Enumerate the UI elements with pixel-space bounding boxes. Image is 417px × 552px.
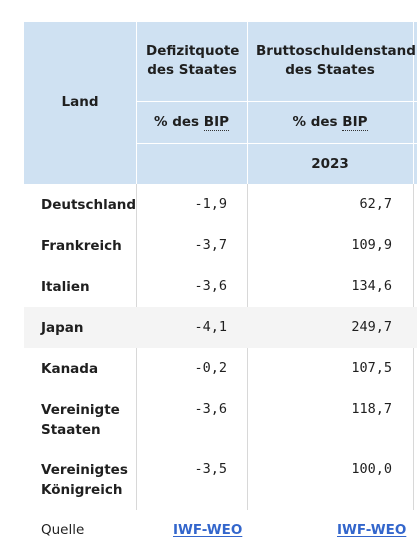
defizit-value: -3,6: [194, 401, 227, 417]
schulden-value: 118,7: [351, 401, 392, 417]
unit-prefix: % des: [153, 114, 200, 130]
defizit-value: -3,5: [194, 461, 227, 477]
defizit-value: -0,2: [194, 360, 227, 376]
source-label: Quelle: [41, 522, 85, 538]
unit-prefix: % des: [292, 114, 338, 130]
defizit-value: -4,1: [194, 319, 227, 335]
unit-schulden: % des BIP: [247, 114, 413, 131]
table-row: Kanada -0,2 107,5: [24, 348, 417, 389]
country-name: Frankreich: [41, 238, 122, 254]
table-row: Italien -3,6 134,6: [24, 266, 417, 307]
schulden-value: 100,0: [351, 461, 392, 477]
table-row: Japan -4,1 249,7: [24, 307, 417, 348]
header-divider: [247, 22, 248, 184]
country-name: Japan: [41, 320, 84, 336]
country-name: Kanada: [41, 361, 99, 377]
unit-abbr-bip[interactable]: BIP: [203, 114, 229, 131]
schulden-value: 134,6: [351, 278, 392, 294]
header-divider: [137, 143, 417, 144]
country-name: Vereinigte Staaten: [41, 402, 120, 438]
schulden-value: 107,5: [351, 360, 392, 376]
defizit-value: -3,7: [194, 237, 227, 253]
schulden-value: 249,7: [351, 319, 392, 335]
source-link-schulden[interactable]: IWF-WEO: [337, 522, 407, 538]
header-divider: [136, 22, 137, 184]
country-name: Italien: [41, 279, 90, 295]
header-divider: [413, 22, 414, 184]
schulden-value: 62,7: [359, 196, 392, 212]
header-defizitquote: Defizitquote des Staates: [146, 43, 240, 78]
table-row: Vereinigte Staaten -3,6 118,7: [24, 389, 417, 450]
country-name: Vereinigtes Königreich: [41, 462, 128, 498]
table-header: [24, 22, 417, 184]
unit-abbr-bip[interactable]: BIP: [342, 114, 368, 131]
header-land: Land: [61, 94, 99, 110]
source-row: Quelle IWF-WEO IWF-WEO: [24, 510, 417, 552]
country-name: Deutschland: [41, 197, 137, 213]
table-row: Vereinigtes Königreich -3,5 100,0: [24, 450, 417, 510]
defizit-value: -3,6: [194, 278, 227, 294]
source-link-defizit[interactable]: IWF-WEO: [173, 522, 243, 538]
defizit-value: -1,9: [194, 196, 227, 212]
table-row: Frankreich -3,7 109,9: [24, 225, 417, 266]
schulden-value: 109,9: [351, 237, 392, 253]
data-table: Land Defizitquote des Staates Bruttoschu…: [24, 22, 417, 552]
header-bruttoschuldenstand: Bruttoschuldenstand des Staates: [256, 43, 416, 78]
unit-defizit: % des BIP: [136, 114, 247, 131]
header-year: 2023: [311, 156, 349, 172]
header-divider: [137, 101, 417, 102]
table-row: Deutschland -1,9 62,7: [24, 184, 417, 225]
